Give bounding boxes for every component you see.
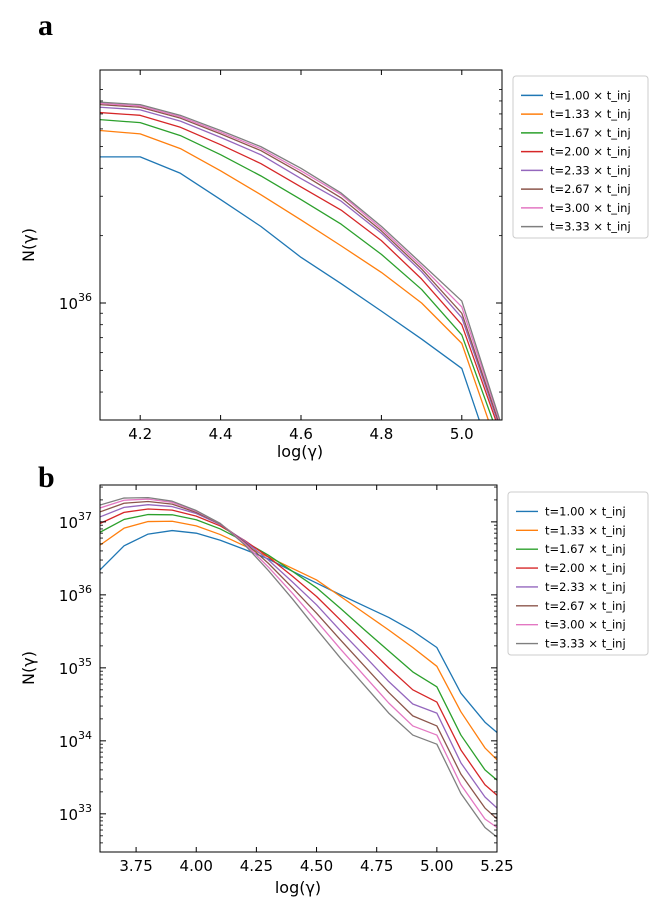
x-tick-label: 5.00 xyxy=(420,857,453,875)
legend-entry: t=2.00 × t_inj xyxy=(545,561,626,575)
series-line-4 xyxy=(100,111,497,420)
y-tick-label: 1035 xyxy=(59,656,92,678)
y-tick-label: 1036 xyxy=(59,583,92,605)
x-tick-label: 3.75 xyxy=(119,857,152,875)
plot-frame xyxy=(99,484,498,853)
series-line-7 xyxy=(100,102,500,420)
x-tick-label: 4.6 xyxy=(289,425,313,443)
x-tick-label: 4.2 xyxy=(128,425,152,443)
panel-b-chart: 3.75 4.00 4.25 4.50 4.75 5.00 5.25 1037 1036 1035… xyxy=(19,484,649,897)
series-line-6 xyxy=(100,104,499,420)
legend-entry: t=1.33 × t_inj xyxy=(550,107,631,121)
y-tick-label: 1033 xyxy=(59,802,92,824)
x-tick-label: 4.50 xyxy=(300,857,333,875)
series-line-2 xyxy=(100,129,490,420)
legend-entry: t=3.00 × t_inj xyxy=(545,618,626,632)
series-line-5 xyxy=(100,504,497,809)
y-axis-label: N(γ) xyxy=(19,651,38,685)
panel-a-chart: 4.2 4.4 4.6 4.8 5.0 1036 log(γ) N(γ) t=1.00 × t_… xyxy=(19,69,649,461)
series-group xyxy=(100,101,501,420)
panel-a-letter: a xyxy=(38,9,53,42)
series-line-6 xyxy=(100,500,497,820)
legend-entry: t=3.33 × t_inj xyxy=(545,637,626,651)
legend: t=1.00 × t_inj t=1.33 × t_inj t=1.67 × t_i… xyxy=(512,75,649,239)
series-line-5 xyxy=(100,106,498,420)
legend-entry: t=3.33 × t_inj xyxy=(550,220,631,234)
x-tick-label: 5.25 xyxy=(480,857,513,875)
series-line-4 xyxy=(100,508,497,796)
panel-b-letter: b xyxy=(38,461,55,494)
series-line-7 xyxy=(100,498,497,829)
series-line-3 xyxy=(100,118,494,420)
x-axis-label: log(γ) xyxy=(277,442,323,461)
legend-entry: t=2.67 × t_inj xyxy=(545,599,626,613)
series-line-8 xyxy=(100,496,497,838)
legend-entry: t=1.00 × t_inj xyxy=(545,504,626,518)
series-line-2 xyxy=(100,520,497,761)
x-tick-label: 4.8 xyxy=(369,425,393,443)
series-line-8 xyxy=(100,101,501,420)
x-tick-label: 5.0 xyxy=(450,425,474,443)
legend-entry: t=2.00 × t_inj xyxy=(550,145,631,159)
y-tick-label: 1036 xyxy=(59,291,92,313)
legend-entry: t=1.33 × t_inj xyxy=(545,523,626,537)
y-tick-label: 1034 xyxy=(59,729,92,751)
legend-entry: t=2.67 × t_inj xyxy=(550,182,631,196)
plot-frame xyxy=(99,69,503,421)
y-axis-label: N(γ) xyxy=(19,228,38,262)
legend-entry: t=2.33 × t_inj xyxy=(550,163,631,177)
x-tick-label: 4.25 xyxy=(240,857,273,875)
x-tick-label: 4.00 xyxy=(180,857,213,875)
legend-entry: t=1.67 × t_inj xyxy=(550,126,631,140)
legend-box xyxy=(512,75,649,239)
series-line-1 xyxy=(100,156,480,420)
legend-entry: t=3.00 × t_inj xyxy=(550,201,631,215)
legend-entry: t=1.00 × t_inj xyxy=(550,88,631,102)
series-line-1 xyxy=(100,529,497,734)
y-tick-label: 1037 xyxy=(59,510,92,532)
series-group xyxy=(100,496,497,838)
legend-box xyxy=(507,491,649,656)
legend: t=1.00 × t_inj t=1.33 × t_inj t=1.67 × t_i… xyxy=(507,491,649,656)
legend-entry: t=1.67 × t_inj xyxy=(545,542,626,556)
x-tick-label: 4.4 xyxy=(209,425,233,443)
series-line-3 xyxy=(100,513,497,781)
x-axis-label: log(γ) xyxy=(275,878,321,897)
x-tick-label: 4.75 xyxy=(360,857,393,875)
legend-entry: t=2.33 × t_inj xyxy=(545,580,626,594)
